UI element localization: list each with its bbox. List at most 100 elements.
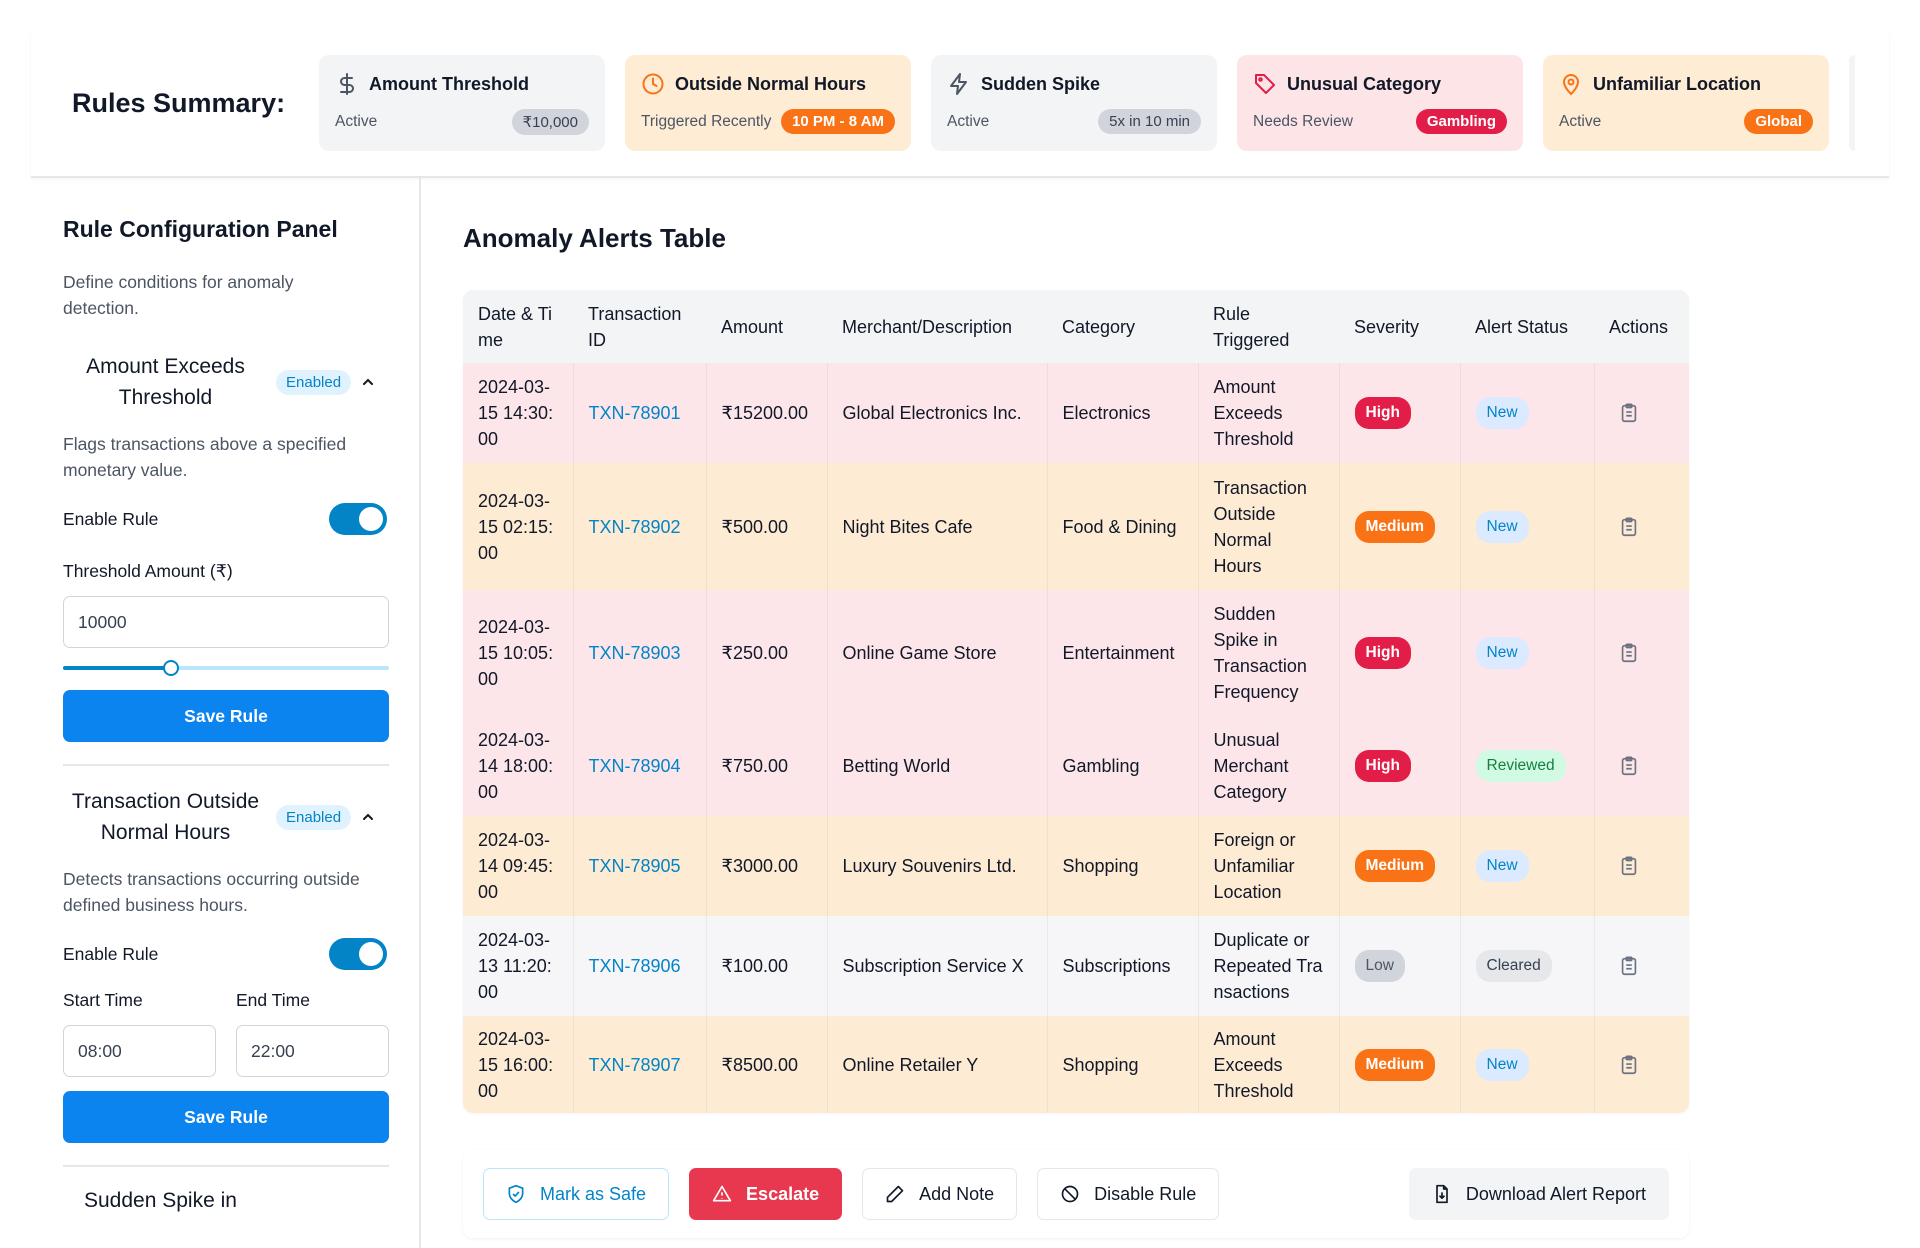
- clipboard-icon[interactable]: [1618, 642, 1640, 664]
- threshold-amount-label: Threshold Amount (₹): [63, 561, 233, 581]
- threshold-amount-input[interactable]: [63, 596, 389, 648]
- table-row[interactable]: 2024-03-14 09:45:00 TXN-78905 ₹3000.00 L…: [463, 816, 1689, 916]
- column-header-amount[interactable]: Amount: [706, 290, 827, 363]
- table-row[interactable]: 2024-03-15 14:30:00 TXN-78901 ₹15200.00 …: [463, 363, 1689, 463]
- lightning-icon: [950, 73, 967, 95]
- slider-track: [63, 666, 389, 670]
- cell-category: Gambling: [1047, 716, 1199, 816]
- summary-card-label: Sudden Spike: [981, 73, 1101, 94]
- cell-actions: [1594, 816, 1689, 916]
- save-rule-button[interactable]: Save Rule: [63, 690, 389, 742]
- cell-status: New: [1460, 816, 1595, 916]
- cell-category: Shopping: [1047, 816, 1199, 916]
- cell-actions: [1594, 590, 1689, 716]
- summary-card-amount-threshold[interactable]: Amount Threshold Active ₹10,000: [319, 55, 605, 151]
- alert-action-bar: Mark as Safe Escalate Add Note Disable R…: [463, 1150, 1689, 1238]
- summary-card-label: Outside Normal Hours: [675, 73, 867, 94]
- rule-configuration-panel: Rule Configuration Panel Define conditio…: [31, 178, 421, 1248]
- transaction-id-link[interactable]: TXN-78904: [573, 716, 707, 816]
- cell-actions: [1594, 716, 1689, 816]
- map-pin-icon: [1562, 74, 1580, 96]
- cell-amount: ₹500.00: [706, 463, 828, 590]
- severity-badge: Medium: [1354, 850, 1436, 882]
- cell-amount: ₹100.00: [706, 916, 828, 1016]
- summary-card-unusual-category[interactable]: Unusual Category Needs Review Gambling: [1237, 55, 1523, 151]
- clipboard-icon[interactable]: [1618, 516, 1640, 538]
- table-row[interactable]: 2024-03-15 02:15:00 TXN-78902 ₹500.00 Ni…: [463, 463, 1689, 590]
- transaction-id-link[interactable]: TXN-78901: [573, 363, 707, 463]
- cell-merchant: Luxury Souvenirs Ltd.: [827, 816, 1048, 916]
- end-time-input[interactable]: [236, 1025, 389, 1077]
- summary-card-status: Active: [335, 113, 378, 130]
- transaction-id-link[interactable]: TXN-78906: [573, 916, 707, 1016]
- clipboard-icon[interactable]: [1618, 1054, 1640, 1076]
- escalate-button[interactable]: Escalate: [689, 1168, 843, 1220]
- transaction-id-link[interactable]: TXN-78907: [573, 1016, 707, 1113]
- escalate-label: Escalate: [746, 1183, 820, 1204]
- severity-badge: High: [1354, 750, 1411, 782]
- column-header-date[interactable]: Date & Time: [463, 290, 573, 363]
- cell-actions: [1594, 916, 1689, 1016]
- download-alert-report-label: Download Alert Report: [1465, 1183, 1646, 1204]
- start-time-input[interactable]: [63, 1025, 216, 1077]
- cell-severity: Medium: [1339, 816, 1461, 916]
- chevron-up-icon[interactable]: [361, 810, 375, 824]
- slider-thumb[interactable]: [162, 660, 179, 676]
- summary-card-sudden-spike[interactable]: Sudden Spike Active 5x in 10 min: [931, 55, 1217, 151]
- summary-card-label: Amount Threshold: [369, 73, 529, 94]
- cell-date: 2024-03-14 09:45:00: [463, 816, 574, 916]
- summary-card-status: Triggered Recently: [641, 112, 772, 130]
- summary-card-unfamiliar-location[interactable]: Unfamiliar Location Active Global: [1543, 55, 1829, 151]
- summary-card-pill: Global: [1744, 109, 1813, 134]
- summary-card-pill: 10 PM - 8 AM: [781, 109, 895, 134]
- column-header-merchant[interactable]: Merchant/Description: [827, 290, 1047, 363]
- enable-rule-toggle[interactable]: [329, 503, 387, 535]
- clipboard-icon[interactable]: [1618, 755, 1640, 777]
- column-header-severity[interactable]: Severity: [1339, 290, 1460, 363]
- column-header-transaction-id[interactable]: Transaction ID: [573, 290, 706, 363]
- summary-card-outside-hours[interactable]: Outside Normal Hours Triggered Recently …: [625, 55, 911, 151]
- table-row[interactable]: 2024-03-15 16:00:00 TXN-78907 ₹8500.00 O…: [463, 1016, 1689, 1113]
- cell-amount: ₹250.00: [706, 590, 828, 716]
- rule-header-outside-hours[interactable]: Transaction Outside Normal Hours Enabled: [63, 786, 387, 848]
- cell-merchant: Subscription Service X: [827, 916, 1048, 1016]
- transaction-id-link[interactable]: TXN-78905: [573, 816, 707, 916]
- disable-rule-button[interactable]: Disable Rule: [1037, 1168, 1220, 1220]
- anomaly-alerts-table: Date & Time Transaction ID Amount Mercha…: [463, 290, 1689, 1113]
- column-header-category[interactable]: Category: [1047, 290, 1198, 363]
- transaction-id-link[interactable]: TXN-78902: [573, 463, 707, 590]
- cell-actions: [1594, 1016, 1689, 1113]
- rule-name-sudden-spike[interactable]: Sudden Spike in: [84, 1189, 237, 1212]
- summary-card-status: Needs Review: [1253, 112, 1353, 130]
- summary-card-label: Unusual Category: [1287, 73, 1442, 94]
- cell-rule: Sudden Spike in Transaction Frequency: [1198, 590, 1340, 716]
- clipboard-icon[interactable]: [1618, 855, 1640, 877]
- chevron-up-icon[interactable]: [361, 375, 375, 389]
- enable-rule-toggle[interactable]: [329, 938, 387, 970]
- download-alert-report-button[interactable]: Download Alert Report: [1408, 1168, 1669, 1220]
- cell-severity: High: [1339, 590, 1461, 716]
- table-row[interactable]: 2024-03-15 10:05:00 TXN-78903 ₹250.00 On…: [463, 590, 1689, 716]
- summary-card-overflow: [1849, 55, 1855, 151]
- add-note-button[interactable]: Add Note: [862, 1168, 1018, 1220]
- threshold-slider[interactable]: [63, 660, 389, 676]
- table-row[interactable]: 2024-03-14 18:00:00 TXN-78904 ₹750.00 Be…: [463, 716, 1689, 816]
- slider-fill: [63, 666, 171, 670]
- clipboard-icon[interactable]: [1618, 402, 1640, 424]
- rule-name: Transaction Outside Normal Hours: [71, 790, 260, 844]
- table-row[interactable]: 2024-03-13 11:20:00 TXN-78906 ₹100.00 Su…: [463, 916, 1689, 1016]
- rule-header-amount-threshold[interactable]: Amount Exceeds Threshold Enabled: [63, 351, 387, 413]
- column-header-status[interactable]: Alert Status: [1460, 290, 1594, 363]
- cell-severity: Medium: [1339, 463, 1461, 590]
- mark-as-safe-button[interactable]: Mark as Safe: [483, 1168, 670, 1220]
- clock-icon: [642, 73, 664, 95]
- cell-rule: Foreign or Unfamiliar Location: [1198, 816, 1340, 916]
- column-header-rule[interactable]: Rule Triggered: [1198, 290, 1339, 363]
- cell-amount: ₹15200.00: [706, 363, 828, 463]
- clipboard-icon[interactable]: [1618, 955, 1640, 977]
- alerts-table-title: Anomaly Alerts Table: [463, 223, 726, 253]
- save-rule-button[interactable]: Save Rule: [63, 1091, 389, 1143]
- severity-badge: Low: [1354, 950, 1405, 982]
- summary-card-label: Unfamiliar Location: [1593, 73, 1762, 94]
- transaction-id-link[interactable]: TXN-78903: [573, 590, 707, 716]
